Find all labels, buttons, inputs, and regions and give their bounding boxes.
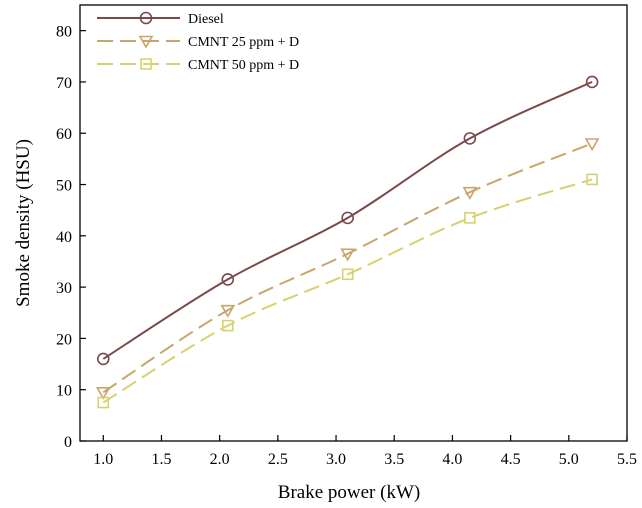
y-tick-label: 0 <box>64 434 72 451</box>
y-axis-ticks: 0 10 20 30 40 50 60 70 80 <box>56 24 86 451</box>
x-axis-ticks: 1.0 1.5 2.0 2.5 3.0 3.5 4.0 4.5 5.0 5.5 <box>93 435 637 468</box>
y-tick-label: 80 <box>56 24 72 41</box>
legend-label: CMNT 50 ppm + D <box>188 58 299 73</box>
data-point <box>220 304 236 318</box>
x-tick-label: 4.0 <box>442 451 462 468</box>
x-tick-label: 5.0 <box>559 451 579 468</box>
x-tick-label: 2.5 <box>268 451 288 468</box>
x-tick-label: 1.0 <box>93 451 113 468</box>
data-point <box>97 396 110 409</box>
series-2 <box>95 138 600 400</box>
series-line <box>102 178 593 404</box>
data-point <box>96 352 110 366</box>
data-point <box>584 138 600 152</box>
series-line <box>102 142 593 394</box>
x-tick-label: 5.5 <box>617 451 637 468</box>
data-point <box>585 75 599 89</box>
plot-frame <box>79 4 628 442</box>
x-tick-label: 3.5 <box>384 451 404 468</box>
y-tick-label: 20 <box>56 331 72 348</box>
series-1 <box>96 75 599 366</box>
legend-label: Diesel <box>188 12 224 27</box>
x-tick-label: 1.5 <box>151 451 171 468</box>
data-point <box>221 273 235 286</box>
y-tick-label: 70 <box>56 75 72 92</box>
x-tick-label: 2.0 <box>210 451 230 468</box>
y-tick-label: 60 <box>56 126 72 143</box>
y-tick-label: 40 <box>56 229 72 246</box>
data-point <box>341 268 354 281</box>
legend-marker <box>138 35 154 49</box>
data-point <box>95 386 111 400</box>
data-point <box>340 248 356 262</box>
data-point <box>464 212 476 224</box>
y-axis-title: Smoke density (HSU) <box>13 139 34 307</box>
x-tick-label: 3.0 <box>326 451 346 468</box>
x-axis-title: Brake power (kW) <box>278 482 420 503</box>
x-tick-label: 4.5 <box>501 451 521 468</box>
data-point <box>463 132 477 145</box>
data-point <box>222 319 234 332</box>
series-line <box>102 80 593 360</box>
data-point <box>586 173 598 186</box>
legend-label: CMNT 25 ppm + D <box>188 35 299 50</box>
legend-marker <box>139 11 153 25</box>
data-point <box>341 211 354 225</box>
series-3 <box>97 173 598 409</box>
legend: Diesel CMNT 25 ppm + D CMNT 50 ppm + D <box>97 11 299 73</box>
data-point <box>462 186 478 200</box>
y-tick-label: 50 <box>56 178 72 195</box>
y-tick-label: 10 <box>56 383 72 400</box>
legend-marker <box>140 58 152 70</box>
series-layer <box>95 75 600 409</box>
y-tick-label: 30 <box>56 280 72 297</box>
